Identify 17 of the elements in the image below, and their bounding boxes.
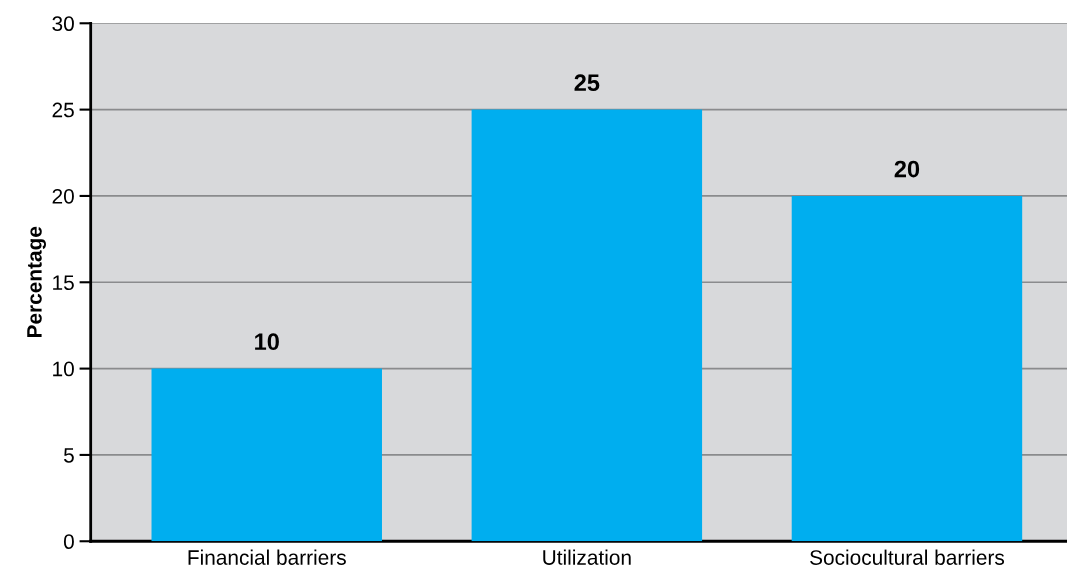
y-tick-label: 0 [63,534,74,550]
y-tick-label: 30 [52,16,74,32]
data-label: 20 [894,160,920,178]
bar [791,195,1023,542]
x-tick-label: Sociocultural barriers [810,549,1005,565]
data-label: 10 [255,333,279,351]
y-tick-label: 15 [53,275,74,291]
x-tick-label: Utilization [543,549,631,565]
bar [151,368,382,542]
x-tick-label: Financial barriers [188,549,346,565]
y-tick-label: 10 [53,361,74,377]
data-label: 25 [574,74,600,92]
y-tick-label: 20 [52,188,74,204]
bar [471,109,703,542]
y-tick-label: 5 [63,448,74,463]
y-axis-title: Percentage [27,226,46,338]
y-tick-label: 25 [52,102,74,118]
